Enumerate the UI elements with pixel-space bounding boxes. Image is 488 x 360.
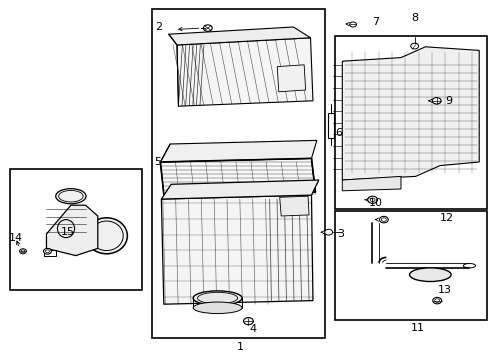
Polygon shape (161, 195, 312, 304)
Polygon shape (177, 38, 312, 106)
Text: 3: 3 (337, 229, 344, 239)
Ellipse shape (408, 268, 450, 282)
Polygon shape (279, 196, 308, 216)
Text: 14: 14 (9, 233, 23, 243)
Text: 2: 2 (155, 22, 163, 32)
Text: 9: 9 (444, 96, 451, 106)
Polygon shape (277, 65, 305, 92)
Text: 6: 6 (334, 128, 341, 138)
Ellipse shape (193, 302, 242, 314)
Ellipse shape (86, 218, 127, 254)
Ellipse shape (193, 291, 242, 305)
Polygon shape (161, 180, 318, 199)
Text: 5: 5 (154, 157, 161, 167)
Circle shape (432, 297, 441, 304)
Text: 1: 1 (237, 342, 244, 352)
Bar (334, 36, 486, 209)
Text: 4: 4 (249, 324, 256, 334)
Text: 8: 8 (410, 13, 417, 23)
Bar (10, 169, 142, 290)
Circle shape (431, 98, 440, 104)
Text: 7: 7 (371, 17, 378, 27)
Circle shape (20, 249, 26, 254)
Ellipse shape (56, 189, 86, 204)
Text: 12: 12 (439, 213, 453, 223)
Circle shape (367, 196, 377, 203)
Circle shape (43, 248, 51, 254)
Text: 10: 10 (368, 198, 382, 208)
Bar (44, 250, 56, 256)
Circle shape (324, 229, 332, 235)
Polygon shape (160, 140, 316, 162)
Text: 15: 15 (61, 227, 75, 237)
Circle shape (379, 216, 387, 223)
Polygon shape (46, 205, 98, 256)
Polygon shape (160, 158, 315, 194)
Text: 11: 11 (410, 323, 424, 333)
Circle shape (410, 43, 418, 49)
Polygon shape (168, 27, 310, 45)
Bar (327, 113, 333, 138)
Polygon shape (342, 176, 400, 191)
Text: 13: 13 (437, 285, 451, 295)
Bar (334, 211, 486, 320)
Circle shape (243, 318, 253, 325)
Polygon shape (342, 47, 478, 180)
Bar (151, 9, 325, 338)
Circle shape (349, 22, 356, 27)
